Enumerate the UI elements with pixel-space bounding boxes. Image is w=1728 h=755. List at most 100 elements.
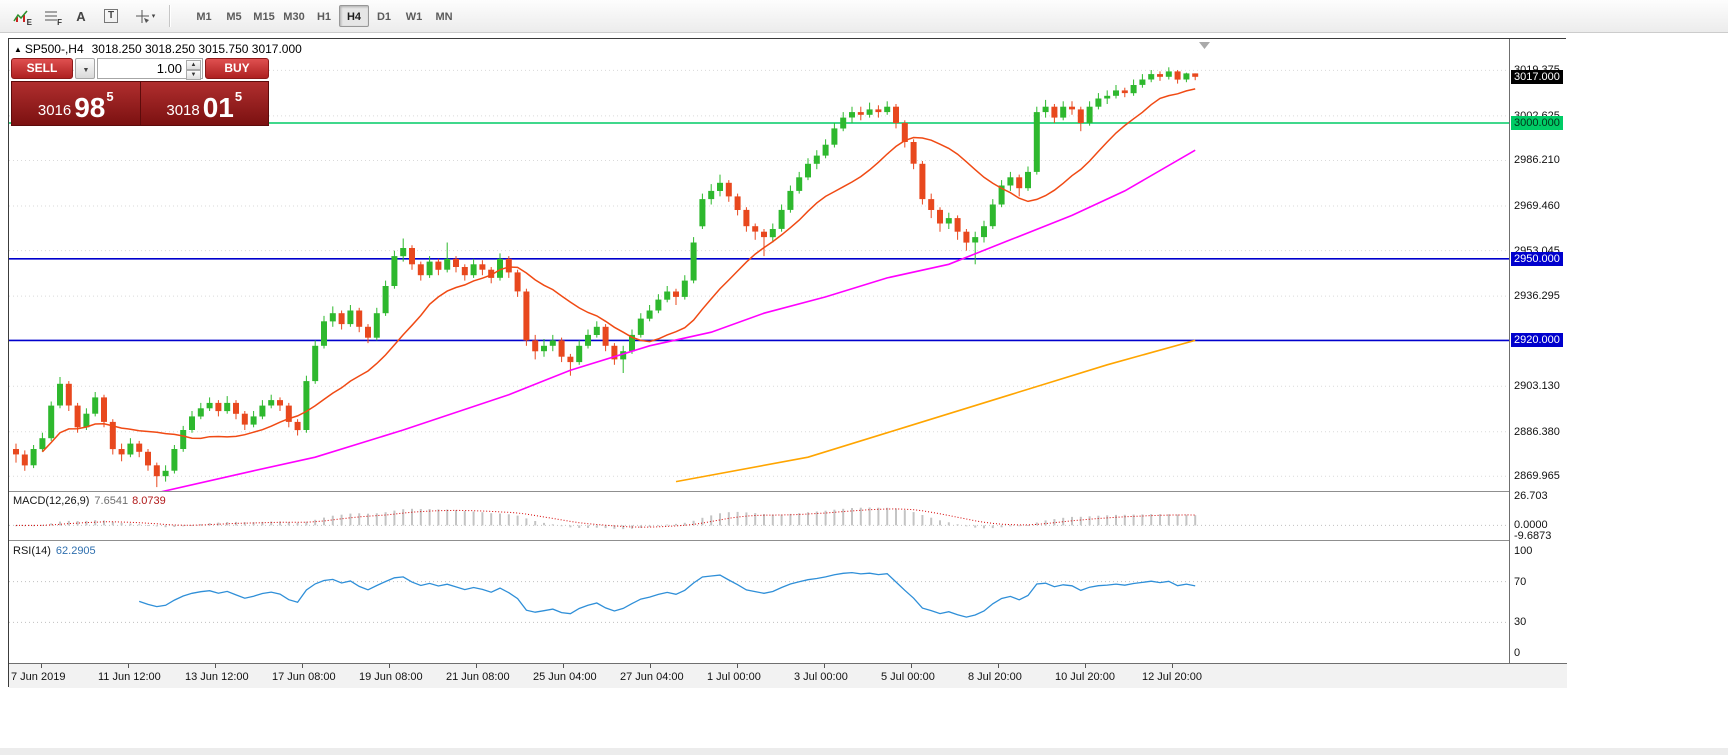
time-axis-label: 12 Jul 20:00 [1142, 671, 1202, 683]
buy-button[interactable]: BUY [205, 58, 269, 79]
indicator-chart-icon[interactable]: E [8, 4, 34, 28]
price-axis-label: 2936.295 [1514, 290, 1560, 302]
bid-price[interactable]: 3016 98 5 [37, 89, 114, 123]
volume-field-wrap: ▲ ▼ [97, 58, 203, 80]
macd-axis-label: 26.703 [1514, 490, 1548, 502]
time-axis-label: 21 Jun 08:00 [446, 671, 510, 683]
main-chart-plot[interactable] [9, 39, 1509, 491]
rsi-label: RSI(14) 62.2905 [13, 545, 96, 557]
timeframe-d1-button[interactable]: D1 [376, 11, 392, 23]
bid-ask-panel[interactable]: 3016 98 5 3018 01 5 [11, 81, 269, 126]
time-axis-tick [41, 664, 42, 668]
timeframe-m15-button[interactable]: M15 [253, 11, 275, 23]
time-axis-tick [389, 664, 390, 668]
rsi-axis-label: 0 [1514, 647, 1521, 659]
ma-layer [41, 88, 1196, 491]
icon-badge: E [26, 18, 32, 27]
time-axis-tick [737, 664, 738, 668]
time-axis-label: 17 Jun 08:00 [272, 671, 336, 683]
time-axis-label: 19 Jun 08:00 [359, 671, 423, 683]
price-axis-separator [1509, 39, 1510, 663]
time-axis-tick [998, 664, 999, 668]
time-axis-label: 10 Jul 20:00 [1055, 671, 1115, 683]
chevron-down-icon: ▼ [82, 67, 90, 74]
chart-window: ▲ SP500-,H4 3018.250 3018.250 3015.750 301… [8, 38, 1567, 688]
macd-label: MACD(12,26,9) 7.6541 8.0739 [13, 495, 166, 507]
time-axis-tick [128, 664, 129, 668]
time-axis-tick [1085, 664, 1086, 668]
window-bottom-edge [0, 748, 1728, 755]
time-axis-label: 13 Jun 12:00 [185, 671, 249, 683]
time-axis-tick [302, 664, 303, 668]
panel-splitter[interactable] [9, 540, 1567, 542]
hline-price-label: 2920.000 [1511, 333, 1563, 347]
crosshair-tool-dropdown[interactable]: ▾ [128, 4, 162, 28]
time-axis-tick [824, 664, 825, 668]
time-axis-tick [650, 664, 651, 668]
time-axis-label: 11 Jun 12:00 [98, 671, 161, 683]
crosshair-icon [135, 9, 149, 23]
icon-badge: F [57, 18, 62, 27]
time-axis-tick [476, 664, 477, 668]
timeframe-h1-button[interactable]: H1 [316, 11, 332, 23]
text-box-tool-icon[interactable]: T [98, 4, 124, 28]
rsi-panel[interactable] [9, 541, 1509, 663]
price-axis-label: 2886.380 [1514, 426, 1560, 438]
toolbar-separator [169, 5, 170, 27]
sell-button[interactable]: SELL [11, 58, 73, 79]
candles-layer [13, 67, 1199, 488]
chart-ohlc-values: 3018.250 3018.250 3015.750 3017.000 [91, 42, 302, 56]
rsi-axis-label: 30 [1514, 616, 1527, 628]
hline-price-label: 2950.000 [1511, 252, 1563, 266]
macd-panel[interactable] [9, 492, 1509, 540]
volume-dropdown-button[interactable]: ▼ [75, 58, 95, 79]
grid-lines-glyph [45, 11, 57, 21]
price-axis-label: 2903.130 [1514, 380, 1560, 392]
hlines-layer [9, 122, 1509, 342]
time-axis-tick [1172, 664, 1173, 668]
time-axis[interactable]: 7 Jun 2019 11 Jun 12:00 13 Jun 12:00 17 Jun… [9, 663, 1567, 688]
time-axis-tick [911, 664, 912, 668]
time-axis-label: 7 Jun 2019 [11, 671, 66, 683]
grid-layer [9, 69, 1509, 477]
panel-splitter[interactable] [9, 491, 1567, 493]
hline-price-label: 3000.000 [1511, 116, 1563, 130]
time-axis-label: 25 Jun 04:00 [533, 671, 597, 683]
timeframe-m5-button[interactable]: M5 [226, 11, 242, 23]
time-axis-label: 8 Jul 20:00 [968, 671, 1022, 683]
chevron-down-icon: ▾ [151, 13, 156, 20]
volume-spinner: ▲ ▼ [186, 60, 201, 80]
rsi-axis-label: 100 [1514, 545, 1533, 557]
chart-symbol-period: SP500-,H4 [24, 42, 84, 56]
rsi-axis-label: 70 [1514, 576, 1527, 588]
time-axis-label: 5 Jul 00:00 [881, 671, 935, 683]
price-panel-divider [139, 82, 141, 125]
time-axis-tick [215, 664, 216, 668]
timeframe-mn-button[interactable]: MN [435, 11, 453, 23]
main-toolbar: E F A T ▾ M1 M5 M15 M30 H1 H4 D1 W1 MN [0, 0, 1728, 33]
time-axis-label: 3 Jul 00:00 [794, 671, 848, 683]
timeframe-m30-button[interactable]: M30 [283, 11, 305, 23]
text-label-tool-icon[interactable]: A [76, 8, 86, 24]
volume-input[interactable] [98, 59, 202, 78]
price-axis-label: 2969.460 [1514, 200, 1560, 212]
grid-icon[interactable]: F [38, 4, 64, 28]
price-axis[interactable]: 3019.3753002.6252986.2102969.4602953.045… [1510, 39, 1567, 663]
zigzag-chart-glyph [13, 10, 28, 22]
price-axis-label: 2869.965 [1514, 470, 1560, 482]
timeframe-group: M1 M5 M15 M30 H1 H4 D1 W1 MN [189, 5, 459, 27]
time-axis-tick [563, 664, 564, 668]
volume-decrease-button[interactable]: ▼ [186, 70, 201, 80]
time-axis-label: 27 Jun 04:00 [620, 671, 684, 683]
macd-axis-label: 0.0000 [1514, 519, 1548, 531]
symbol-marker-icon: ▲ [14, 45, 22, 54]
chart-shift-marker [1199, 42, 1210, 49]
timeframe-w1-button[interactable]: W1 [405, 11, 423, 23]
timeframe-m1-button[interactable]: M1 [196, 11, 212, 23]
price-axis-label: 2986.210 [1514, 154, 1560, 166]
timeframe-h4-button[interactable]: H4 [339, 5, 369, 27]
macd-axis-label: -9.6873 [1514, 530, 1552, 542]
ask-price[interactable]: 3018 01 5 [166, 89, 243, 123]
volume-increase-button[interactable]: ▲ [186, 60, 201, 70]
